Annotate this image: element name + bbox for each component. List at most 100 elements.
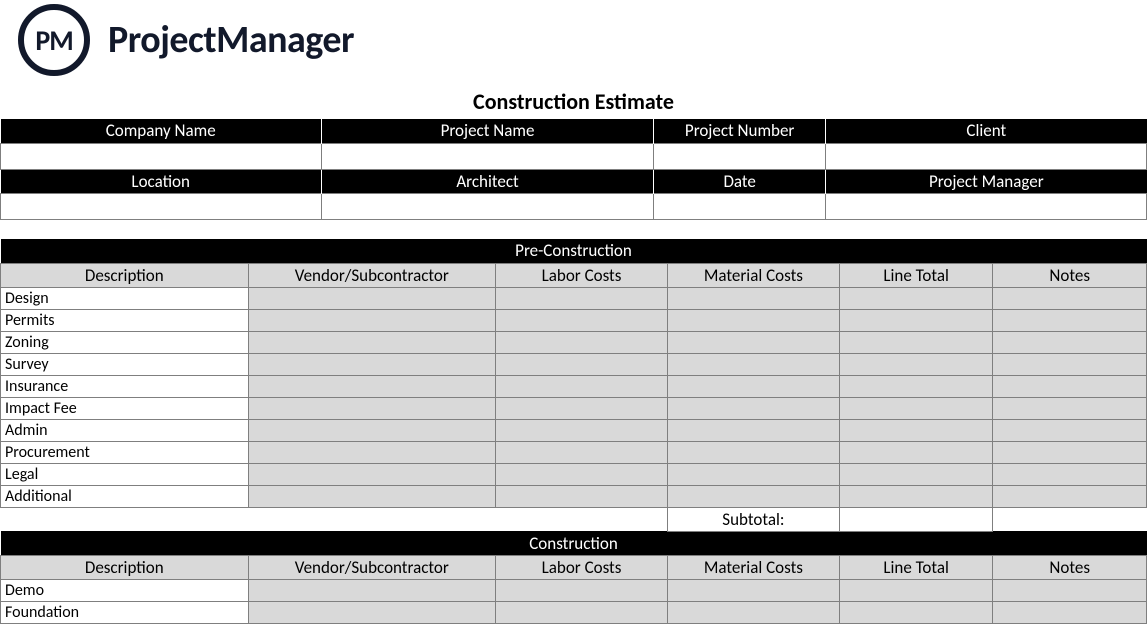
column-header: Line Total <box>839 263 993 287</box>
data-cell[interactable] <box>248 485 496 507</box>
data-cell[interactable] <box>993 375 1147 397</box>
data-cell[interactable] <box>839 485 993 507</box>
data-cell[interactable] <box>496 441 668 463</box>
description-cell[interactable]: Survey <box>1 353 249 375</box>
column-header: Description <box>1 263 249 287</box>
data-cell[interactable] <box>496 463 668 485</box>
data-cell[interactable] <box>993 441 1147 463</box>
data-cell[interactable] <box>496 331 668 353</box>
data-cell[interactable] <box>248 463 496 485</box>
data-cell[interactable] <box>667 397 839 419</box>
column-header: Notes <box>993 263 1147 287</box>
meta1-h2: Project Number <box>654 119 826 143</box>
table-row: Foundation <box>1 601 1147 623</box>
data-cell[interactable] <box>248 309 496 331</box>
data-cell[interactable] <box>248 441 496 463</box>
client-input[interactable] <box>826 143 1147 169</box>
meta-table-1: Company Name Project Name Project Number… <box>0 119 1147 239</box>
data-cell[interactable] <box>496 375 668 397</box>
data-cell[interactable] <box>248 419 496 441</box>
data-cell[interactable] <box>667 331 839 353</box>
data-cell[interactable] <box>667 579 839 601</box>
data-cell[interactable] <box>248 331 496 353</box>
data-cell[interactable] <box>993 463 1147 485</box>
data-cell[interactable] <box>248 287 496 309</box>
data-cell[interactable] <box>839 397 993 419</box>
data-cell[interactable] <box>839 463 993 485</box>
table-row: Additional <box>1 485 1147 507</box>
data-cell[interactable] <box>496 579 668 601</box>
data-cell[interactable] <box>667 463 839 485</box>
data-cell[interactable] <box>839 419 993 441</box>
data-cell[interactable] <box>667 353 839 375</box>
column-header: Vendor/Subcontractor <box>248 555 496 579</box>
data-cell[interactable] <box>667 441 839 463</box>
spacer <box>993 507 1147 531</box>
data-cell[interactable] <box>993 579 1147 601</box>
data-cell[interactable] <box>667 287 839 309</box>
description-cell[interactable]: Foundation <box>1 601 249 623</box>
description-cell[interactable]: Demo <box>1 579 249 601</box>
data-cell[interactable] <box>839 309 993 331</box>
column-header: Notes <box>993 555 1147 579</box>
column-header: Labor Costs <box>496 555 668 579</box>
table-row: Impact Fee <box>1 397 1147 419</box>
description-cell[interactable]: Insurance <box>1 375 249 397</box>
project-manager-input[interactable] <box>826 193 1147 219</box>
data-cell[interactable] <box>993 485 1147 507</box>
data-cell[interactable] <box>993 419 1147 441</box>
description-cell[interactable]: Impact Fee <box>1 397 249 419</box>
location-input[interactable] <box>1 193 322 219</box>
description-cell[interactable]: Design <box>1 287 249 309</box>
data-cell[interactable] <box>496 353 668 375</box>
data-cell[interactable] <box>248 601 496 623</box>
meta2-header-row: Location Architect Date Project Manager <box>1 169 1147 193</box>
subtotal-value[interactable] <box>839 507 993 531</box>
data-cell[interactable] <box>248 375 496 397</box>
description-cell[interactable]: Additional <box>1 485 249 507</box>
data-cell[interactable] <box>667 485 839 507</box>
data-cell[interactable] <box>839 287 993 309</box>
data-cell[interactable] <box>839 601 993 623</box>
data-cell[interactable] <box>839 579 993 601</box>
project-number-input[interactable] <box>654 143 826 169</box>
data-cell[interactable] <box>839 441 993 463</box>
description-cell[interactable]: Permits <box>1 309 249 331</box>
table-row: Zoning <box>1 331 1147 353</box>
meta2-input-row <box>1 193 1147 219</box>
data-cell[interactable] <box>993 287 1147 309</box>
description-cell[interactable]: Admin <box>1 419 249 441</box>
data-cell[interactable] <box>667 309 839 331</box>
data-cell[interactable] <box>993 397 1147 419</box>
data-cell[interactable] <box>496 397 668 419</box>
data-cell[interactable] <box>496 485 668 507</box>
column-header: Line Total <box>839 555 993 579</box>
company-name-input[interactable] <box>1 143 322 169</box>
data-cell[interactable] <box>667 419 839 441</box>
data-cell[interactable] <box>993 309 1147 331</box>
table-row: Insurance <box>1 375 1147 397</box>
date-input[interactable] <box>654 193 826 219</box>
data-cell[interactable] <box>667 601 839 623</box>
data-cell[interactable] <box>667 375 839 397</box>
architect-input[interactable] <box>321 193 653 219</box>
table-row: Legal <box>1 463 1147 485</box>
data-cell[interactable] <box>248 579 496 601</box>
description-cell[interactable]: Legal <box>1 463 249 485</box>
data-cell[interactable] <box>496 419 668 441</box>
data-cell[interactable] <box>496 287 668 309</box>
data-cell[interactable] <box>993 331 1147 353</box>
data-cell[interactable] <box>248 397 496 419</box>
data-cell[interactable] <box>496 309 668 331</box>
column-header: Vendor/Subcontractor <box>248 263 496 287</box>
data-cell[interactable] <box>496 601 668 623</box>
data-cell[interactable] <box>993 601 1147 623</box>
data-cell[interactable] <box>839 331 993 353</box>
data-cell[interactable] <box>839 353 993 375</box>
description-cell[interactable]: Zoning <box>1 331 249 353</box>
data-cell[interactable] <box>993 353 1147 375</box>
data-cell[interactable] <box>248 353 496 375</box>
description-cell[interactable]: Procurement <box>1 441 249 463</box>
project-name-input[interactable] <box>321 143 653 169</box>
data-cell[interactable] <box>839 375 993 397</box>
